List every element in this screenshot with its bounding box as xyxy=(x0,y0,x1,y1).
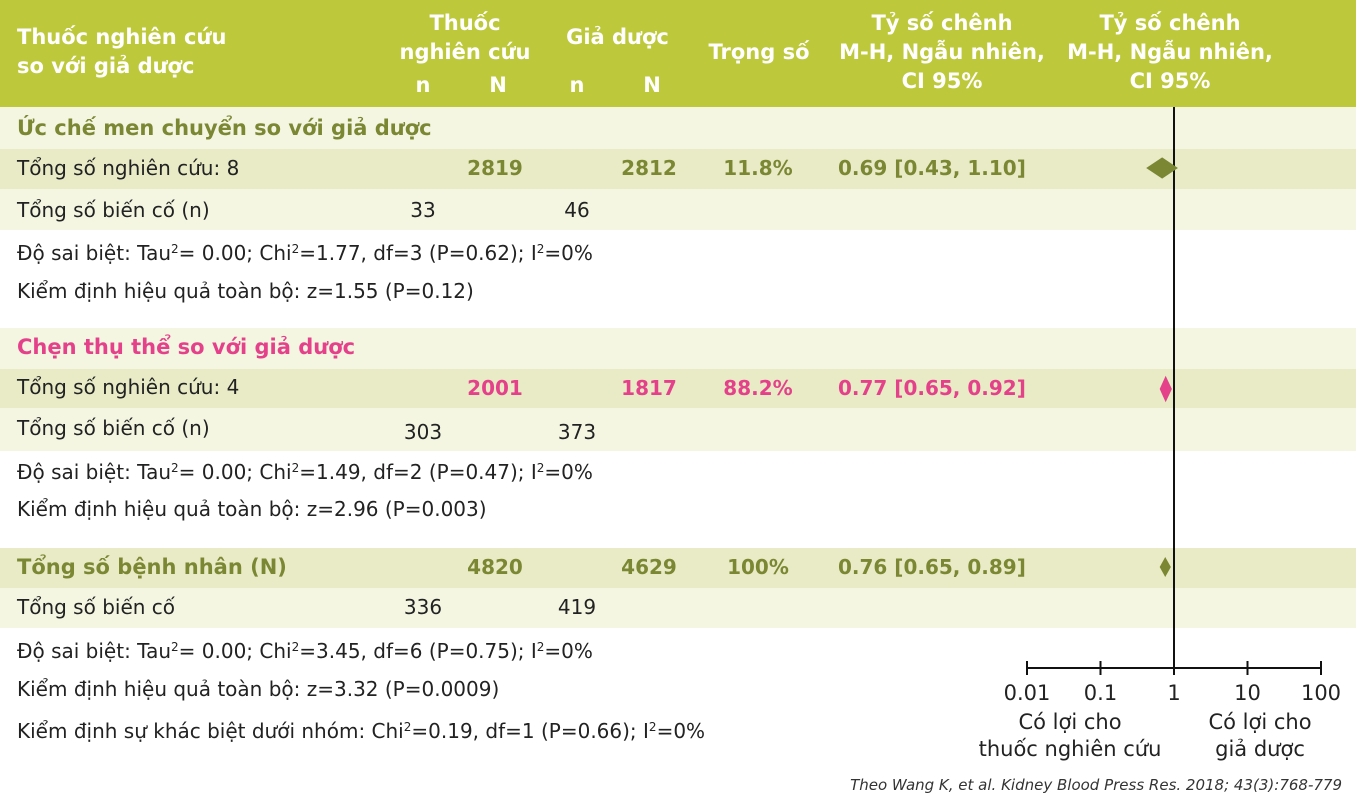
x-tick-label: 100 xyxy=(1301,681,1341,705)
drug-n-value: 303 xyxy=(403,420,443,444)
header-or-plot-line3: CI 95% xyxy=(1129,69,1211,93)
header-or-plot-line2: M-H, Ngẫu nhiên, xyxy=(1067,40,1273,64)
header-comparison-line1: Thuốc nghiên cứu xyxy=(17,25,227,49)
subgroup-difference-text: Kiểm định sự khác biệt dưới nhóm: Chi2=0… xyxy=(17,719,706,743)
band-group1-title xyxy=(0,107,1356,149)
group-title: Chẹn thụ thể so với giả dược xyxy=(17,335,356,359)
band-group2-events xyxy=(0,408,1356,451)
table-header: Thuốc nghiên cứu so với giả dược Thuốc n… xyxy=(0,0,1356,107)
total-placebo-n-value: 419 xyxy=(557,595,597,619)
weight-value: 11.8% xyxy=(723,156,793,180)
estimate-diamond xyxy=(1159,375,1172,403)
total-weight-value: 100% xyxy=(727,555,789,579)
header-comparison-line2: so với giả dược xyxy=(17,54,195,78)
header-or-text-line2: M-H, Ngẫu nhiên, xyxy=(839,40,1045,64)
favours-drug-label: Có lợi cho thuốc nghiên cứu xyxy=(960,709,1180,763)
total-events-label: Tổng số biến cố xyxy=(17,595,176,619)
favours-placebo-label: Có lợi cho giả dược xyxy=(1180,709,1340,763)
header-or-text-line3: CI 95% xyxy=(901,69,983,93)
favours-placebo-line2: giả dược xyxy=(1215,737,1305,761)
header-drug: Thuốc nghiên cứu xyxy=(385,9,545,67)
header-weight: Trọng số xyxy=(708,40,810,64)
header-or-text-line1: Tỷ số chênh xyxy=(871,11,1013,35)
x-tick-label: 0.1 xyxy=(1084,681,1117,705)
header-placebo: Giả dược xyxy=(566,25,669,49)
total-studies-label: Tổng số nghiên cứu: 4 xyxy=(17,375,240,399)
estimate-diamond xyxy=(1159,556,1171,578)
placebo-N-value: 2812 xyxy=(621,156,677,180)
weight-value: 88.2% xyxy=(723,376,793,400)
header-comparison: Thuốc nghiên cứu so với giả dược xyxy=(17,23,226,81)
group-title: Ức chế men chuyển so với giả dược xyxy=(17,116,432,140)
band-group2-total xyxy=(0,369,1356,408)
drug-n-value: 33 xyxy=(410,198,436,222)
placebo-N-value: 1817 xyxy=(621,376,677,400)
or-value: 0.69 [0.43, 1.10] xyxy=(838,156,1026,180)
band-group1-total xyxy=(0,149,1356,189)
total-placebo-N-value: 4629 xyxy=(621,555,677,579)
band-total xyxy=(0,548,1356,588)
total-drug-n-value: 336 xyxy=(403,595,443,619)
favours-drug-line2: thuốc nghiên cứu xyxy=(978,737,1162,761)
header-drug-n: n xyxy=(415,73,431,97)
header-drug-line2: nghiên cứu xyxy=(399,40,531,64)
x-tick-label: 1 xyxy=(1167,681,1180,705)
placebo-n-value: 46 xyxy=(564,198,590,222)
heterogeneity-text: Độ sai biệt: Tau2= 0.00; Chi2=1.77, df=3… xyxy=(17,241,593,265)
estimate-diamond xyxy=(1146,157,1178,179)
header-or-plot: Tỷ số chênh M-H, Ngẫu nhiên, CI 95% xyxy=(1058,9,1282,96)
placebo-n-value: 373 xyxy=(557,420,597,444)
total-drug-N-value: 4820 xyxy=(467,555,523,579)
header-or-text: Tỷ số chênh M-H, Ngẫu nhiên, CI 95% xyxy=(832,9,1052,96)
overall-effect-text: Kiểm định hiệu quả toàn bộ: z=3.32 (P=0.… xyxy=(17,677,500,701)
total-or-value: 0.76 [0.65, 0.89] xyxy=(838,555,1026,579)
header-placebo-n: n xyxy=(569,73,585,97)
band-total-events xyxy=(0,588,1356,628)
band-group2-title xyxy=(0,328,1356,369)
drug-N-value: 2001 xyxy=(467,376,523,400)
x-tick-label: 10 xyxy=(1234,681,1261,705)
events-label: Tổng số biến cố (n) xyxy=(17,416,210,440)
header-placebo-N: N xyxy=(643,73,661,97)
overall-effect-text: Kiểm định hiệu quả toàn bộ: z=1.55 (P=0.… xyxy=(17,279,474,303)
x-tick-label: 0.01 xyxy=(1004,681,1051,705)
heterogeneity-text: Độ sai biệt: Tau2= 0.00; Chi2=1.49, df=2… xyxy=(17,460,593,484)
band-group1-events xyxy=(0,189,1356,230)
favours-drug-line1: Có lợi cho xyxy=(1018,710,1122,734)
heterogeneity-text: Độ sai biệt: Tau2= 0.00; Chi2=3.45, df=6… xyxy=(17,639,593,663)
favours-placebo-line1: Có lợi cho xyxy=(1208,710,1312,734)
header-or-plot-line1: Tỷ số chênh xyxy=(1099,11,1241,35)
or-value: 0.77 [0.65, 0.92] xyxy=(838,376,1026,400)
header-drug-N: N xyxy=(489,73,507,97)
drug-N-value: 2819 xyxy=(467,156,523,180)
overall-effect-text: Kiểm định hiệu quả toàn bộ: z=2.96 (P=0.… xyxy=(17,497,487,521)
total-title: Tổng số bệnh nhân (N) xyxy=(17,555,287,579)
source-citation: Theo Wang K, et al. Kidney Blood Press R… xyxy=(850,776,1342,794)
events-label: Tổng số biến cố (n) xyxy=(17,198,210,222)
header-drug-line1: Thuốc xyxy=(429,11,501,35)
total-studies-label: Tổng số nghiên cứu: 8 xyxy=(17,156,240,180)
